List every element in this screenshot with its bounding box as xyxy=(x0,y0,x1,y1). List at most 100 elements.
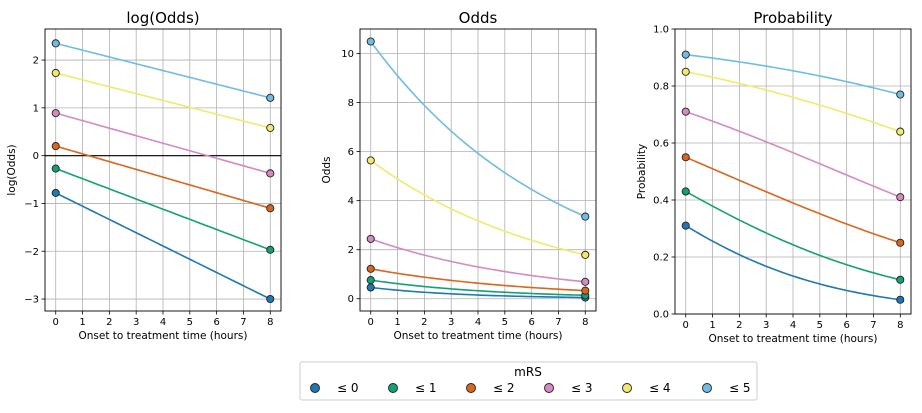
series-line xyxy=(370,159,586,256)
y-axis-label: Odds xyxy=(321,156,333,183)
chart-panel-1: 0 1 2 3 4 5 6 7 8 −3 −2 −1 0 1 2 log(Odds) Onset to trea… xyxy=(6,9,282,342)
legend-marker xyxy=(466,383,476,393)
series-line xyxy=(685,53,901,96)
data-point xyxy=(51,68,60,78)
y-axis-label: Probability xyxy=(636,144,648,200)
data-point xyxy=(51,164,60,173)
legend: mRS ≤ 0 ≤ 1 ≤ 2 ≤ 3 ≤ 4 ≤ 5 xyxy=(299,361,758,401)
legend-marker xyxy=(388,383,398,393)
x-tick-label: 4 xyxy=(790,320,796,331)
x-tick-label: 7 xyxy=(870,320,876,331)
series-line xyxy=(370,41,586,218)
x-tick-label: 7 xyxy=(555,317,561,328)
data-point xyxy=(266,204,275,213)
x-axis-label: Onset to treatment time (hours) xyxy=(79,330,248,342)
x-tick-label: 6 xyxy=(843,320,849,331)
x-tick-label: 5 xyxy=(817,320,823,331)
x-tick-label: 5 xyxy=(502,317,508,328)
y-tick-label: −3 xyxy=(24,295,39,306)
x-tick-label: 0 xyxy=(53,317,59,328)
data-point xyxy=(51,39,60,48)
x-tick-label: 3 xyxy=(133,317,139,328)
data-point xyxy=(681,50,690,59)
x-tick-label: 7 xyxy=(240,317,246,328)
data-point xyxy=(681,221,690,230)
series-line xyxy=(685,70,901,133)
data-point xyxy=(581,250,590,259)
data-point xyxy=(266,295,275,304)
data-point xyxy=(366,276,375,285)
x-tick-label: 6 xyxy=(213,317,219,328)
data-point xyxy=(366,156,375,165)
y-tick-label: 1 xyxy=(33,103,39,114)
y-tick-label: 4 xyxy=(348,196,354,207)
legend-marker xyxy=(622,383,632,393)
x-axis-label: Onset to treatment time (hours) xyxy=(394,330,563,342)
data-point xyxy=(896,127,905,136)
y-tick-label: 0.8 xyxy=(653,82,669,93)
data-point xyxy=(51,188,60,197)
y-tick-label: 1.0 xyxy=(653,25,669,36)
series-line xyxy=(370,238,586,283)
series-line xyxy=(55,167,271,251)
x-tick-label: 2 xyxy=(736,320,742,331)
series-line xyxy=(55,192,271,300)
x-tick-label: 5 xyxy=(187,317,193,328)
x-tick-label: 8 xyxy=(897,320,903,331)
series-line xyxy=(55,112,271,175)
chart-panels: 0 1 2 3 4 5 6 7 8 −3 −2 −1 0 1 2 log(Odds) Onset to trea… xyxy=(6,9,912,345)
chart-panel-3: 0 1 2 3 4 5 6 7 8 0.0 0.2 0.4 0.6 0.8 1.0 Probability On… xyxy=(636,9,912,345)
y-axis-label: log(Odds) xyxy=(6,144,18,195)
series-line xyxy=(370,286,586,299)
data-point xyxy=(266,245,275,254)
series-line xyxy=(370,268,586,292)
legend-label: ≤ 3 xyxy=(571,381,593,395)
y-tick-label: 0 xyxy=(348,294,354,305)
x-tick-label: 2 xyxy=(421,317,427,328)
x-tick-label: 0 xyxy=(683,320,689,331)
data-point xyxy=(581,277,590,286)
x-tick-label: 1 xyxy=(709,320,715,331)
series-line xyxy=(685,190,901,281)
data-point xyxy=(366,37,375,46)
y-tick-label: 8 xyxy=(348,98,354,109)
series-line xyxy=(55,145,271,210)
data-point xyxy=(896,90,905,99)
y-tick-label: 0.6 xyxy=(653,139,669,150)
legend-label: ≤ 0 xyxy=(337,381,359,395)
data-point xyxy=(51,109,60,118)
data-point xyxy=(681,187,690,196)
y-tick-label: 6 xyxy=(348,147,354,158)
chart-panel-2: 0 1 2 3 4 5 6 7 8 0 2 4 6 8 10 Odds Onset to treatment t… xyxy=(321,9,597,342)
legend-marker xyxy=(544,383,554,393)
data-point xyxy=(581,212,590,221)
series-line xyxy=(55,42,271,99)
series-line xyxy=(685,110,901,198)
data-point xyxy=(366,234,375,243)
y-tick-label: −2 xyxy=(24,247,39,258)
legend-marker xyxy=(310,383,320,393)
data-point xyxy=(681,67,690,76)
x-tick-label: 4 xyxy=(475,317,481,328)
y-tick-label: 10 xyxy=(341,49,354,60)
data-point xyxy=(366,264,375,273)
x-tick-label: 1 xyxy=(394,317,400,328)
legend-marker xyxy=(702,383,712,393)
x-tick-label: 3 xyxy=(448,317,454,328)
legend-frame xyxy=(299,361,758,401)
legend-label: ≤ 1 xyxy=(415,381,437,395)
legend-label: ≤ 2 xyxy=(493,381,515,395)
chart-title: Probability xyxy=(753,9,832,27)
data-point xyxy=(366,283,375,292)
series-line xyxy=(370,279,586,297)
x-tick-label: 1 xyxy=(79,317,85,328)
x-tick-label: 2 xyxy=(106,317,112,328)
x-tick-label: 4 xyxy=(160,317,166,328)
legend-items: ≤ 0 ≤ 1 ≤ 2 ≤ 3 ≤ 4 ≤ 5 xyxy=(310,381,751,395)
data-point xyxy=(266,123,275,132)
data-point xyxy=(896,275,905,284)
data-point xyxy=(896,238,905,247)
series-line xyxy=(55,72,271,129)
y-tick-label: 0 xyxy=(33,151,39,162)
